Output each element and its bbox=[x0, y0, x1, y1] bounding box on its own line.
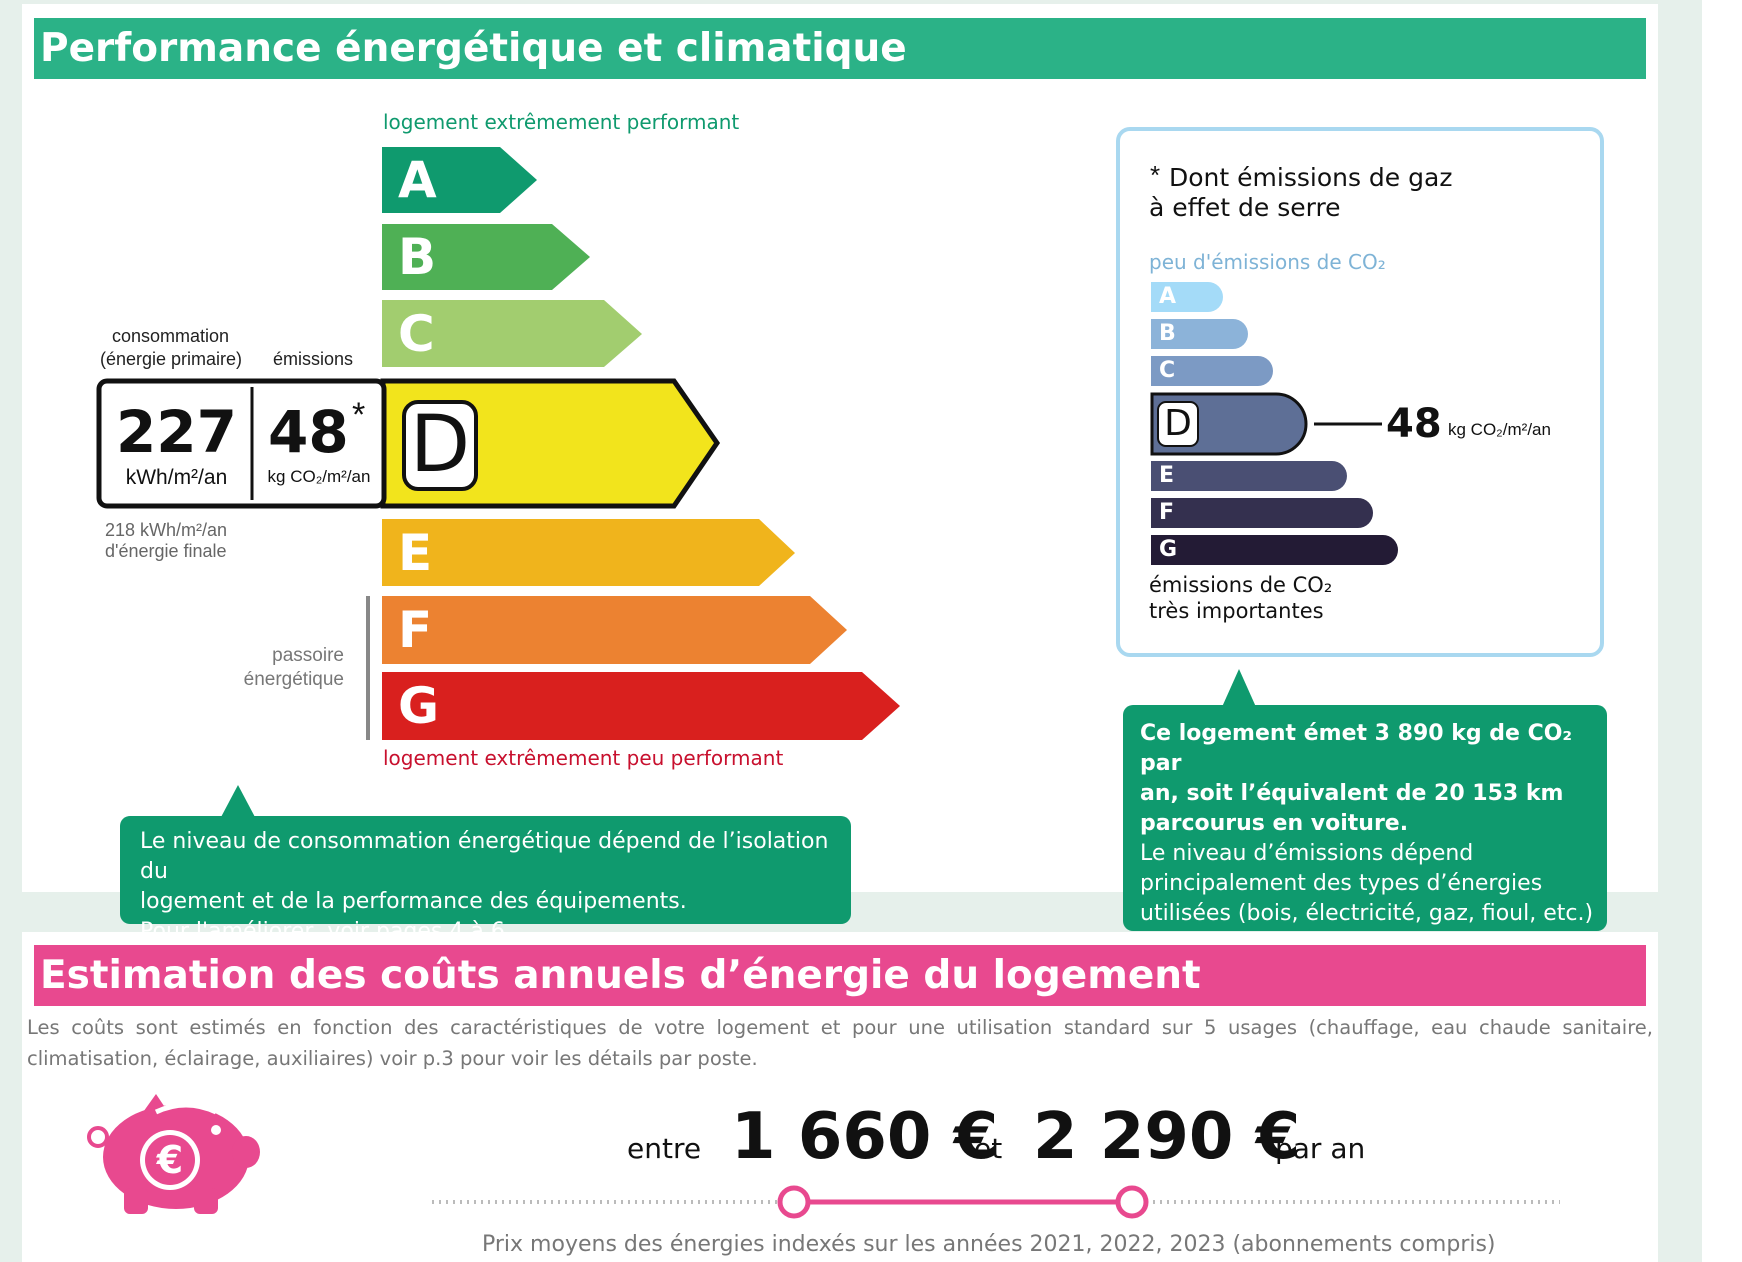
ghg-class-letter-e: E bbox=[1159, 463, 1175, 488]
cost-high-value: 2 290 € bbox=[1033, 1100, 1301, 1174]
ghg-class-bar-f bbox=[1151, 498, 1373, 528]
piggy-euro-symbol: € bbox=[156, 1138, 184, 1182]
ghg-bottom-line1: émissions de CO₂ bbox=[1149, 573, 1333, 597]
cost-between-label: entre bbox=[627, 1132, 702, 1165]
consumption-unit: kWh/m²/an bbox=[125, 466, 228, 489]
energy-info-box: Le niveau de consommation énergétique dé… bbox=[120, 816, 851, 944]
energy-info-line1: Le niveau de consommation énergétique dé… bbox=[140, 829, 829, 884]
ghg-info-bold3: parcourus en voiture. bbox=[1140, 811, 1409, 836]
emissions-value: 48 bbox=[268, 398, 349, 466]
ghg-class-bar-g bbox=[1151, 535, 1398, 565]
piggy-bank-icon bbox=[87, 1094, 260, 1214]
energy-class-bar-f bbox=[382, 596, 847, 664]
ghg-info-pointer bbox=[1222, 669, 1256, 707]
energy-class-bar-c bbox=[382, 300, 642, 367]
ghg-info-line4: Le niveau d’émissions dépend bbox=[1140, 841, 1474, 866]
emissions-unit: kg CO₂/m²/an bbox=[267, 467, 371, 486]
ghg-info-bold1: Ce logement émet 3 890 kg de CO₂ par bbox=[1140, 721, 1573, 776]
ghg-class-bar-a bbox=[1151, 282, 1223, 312]
energy-info-line2: logement et de la performance des équipe… bbox=[140, 889, 687, 914]
info-box-pointer bbox=[220, 785, 256, 819]
energy-class-letter-e: E bbox=[398, 524, 433, 582]
cost-low-value: 1 660 € bbox=[731, 1100, 999, 1174]
passoire-line2: énergétique bbox=[243, 669, 344, 690]
cost-description: Les coûts sont estimés en fonction des c… bbox=[27, 1016, 1653, 1070]
passoire-line1: passoire bbox=[272, 645, 344, 666]
consumption-caption: consommation bbox=[112, 326, 230, 346]
ghg-top-label: peu d'émissions de CO₂ bbox=[1149, 250, 1386, 274]
energy-class-bar-a bbox=[382, 147, 537, 213]
ghg-class-letter-c: C bbox=[1159, 358, 1176, 383]
ghg-frame bbox=[1116, 127, 1604, 657]
ghg-class-letter-f: F bbox=[1159, 500, 1175, 525]
energy-class-letter-c: C bbox=[398, 305, 435, 363]
energy-class-letter-b: B bbox=[398, 228, 437, 286]
ghg-info-line5: principalement des types d’énergies bbox=[1140, 871, 1543, 896]
ghg-current-letter-box bbox=[1157, 401, 1199, 447]
emissions-caption: émissions bbox=[273, 349, 354, 369]
ghg-info-line6: utilisées (bois, électricité, gaz, fioul… bbox=[1140, 901, 1594, 926]
energy-class-bar-e bbox=[382, 519, 795, 586]
ghg-value: 48 bbox=[1386, 401, 1442, 447]
ghg-unit: kg CO₂/m²/an bbox=[1448, 420, 1551, 439]
value-box bbox=[96, 378, 387, 509]
ghg-class-bar-e bbox=[1151, 461, 1347, 491]
emissions-star: * bbox=[352, 396, 366, 434]
energy-class-letter-f: F bbox=[398, 601, 433, 659]
energy-class-bar-g bbox=[382, 672, 900, 740]
range-high-handle bbox=[1115, 1185, 1149, 1219]
ghg-class-letter-a: A bbox=[1159, 284, 1177, 309]
ghg-title-star: * bbox=[1150, 160, 1161, 190]
cost-footnote: Prix moyens des énergies indexés sur les… bbox=[482, 1232, 1496, 1257]
consumption-value: 227 bbox=[115, 398, 238, 466]
ghg-class-letter-b: B bbox=[1159, 321, 1176, 346]
current-energy-class-letter: D bbox=[409, 400, 471, 490]
ghg-title-line1: Dont émissions de gaz bbox=[1169, 163, 1453, 192]
final-energy-line2: d'énergie finale bbox=[105, 541, 227, 561]
current-class-letter-box bbox=[402, 400, 478, 491]
ghg-title-line2: à effet de serre bbox=[1149, 193, 1341, 222]
ghg-info-box: Ce logement émet 3 890 kg de CO₂ par an,… bbox=[1123, 705, 1607, 931]
cost-section-title: Estimation des coûts annuels d’énergie d… bbox=[34, 945, 1646, 1006]
cost-per-year-label: par an bbox=[1275, 1132, 1366, 1165]
ghg-info-bold2: an, soit l’équivalent de 20 153 km bbox=[1140, 781, 1564, 806]
ghg-current-class-letter: D bbox=[1164, 403, 1192, 444]
energy-class-letter-g: G bbox=[398, 677, 440, 735]
top-performance-label: logement extrêmement performant bbox=[383, 110, 740, 134]
ghg-bottom-line2: très importantes bbox=[1149, 599, 1324, 623]
final-energy-line1: 218 kWh/m²/an bbox=[105, 520, 228, 540]
energy-section-title: Performance énergétique et climatique bbox=[34, 18, 1646, 79]
ghg-class-letter-g: G bbox=[1159, 537, 1178, 562]
ghg-class-bar-c bbox=[1151, 356, 1273, 386]
window-right-edge bbox=[1702, 0, 1742, 1262]
energy-class-letter-a: A bbox=[398, 151, 437, 209]
bottom-performance-label: logement extrêmement peu performant bbox=[383, 746, 784, 770]
energy-class-bar-b bbox=[382, 224, 590, 290]
ghg-class-bar-b bbox=[1151, 319, 1248, 349]
range-low-handle bbox=[777, 1185, 811, 1219]
cost-and-label: et bbox=[974, 1132, 1003, 1165]
consumption-caption-primary: (énergie primaire) bbox=[100, 349, 243, 369]
